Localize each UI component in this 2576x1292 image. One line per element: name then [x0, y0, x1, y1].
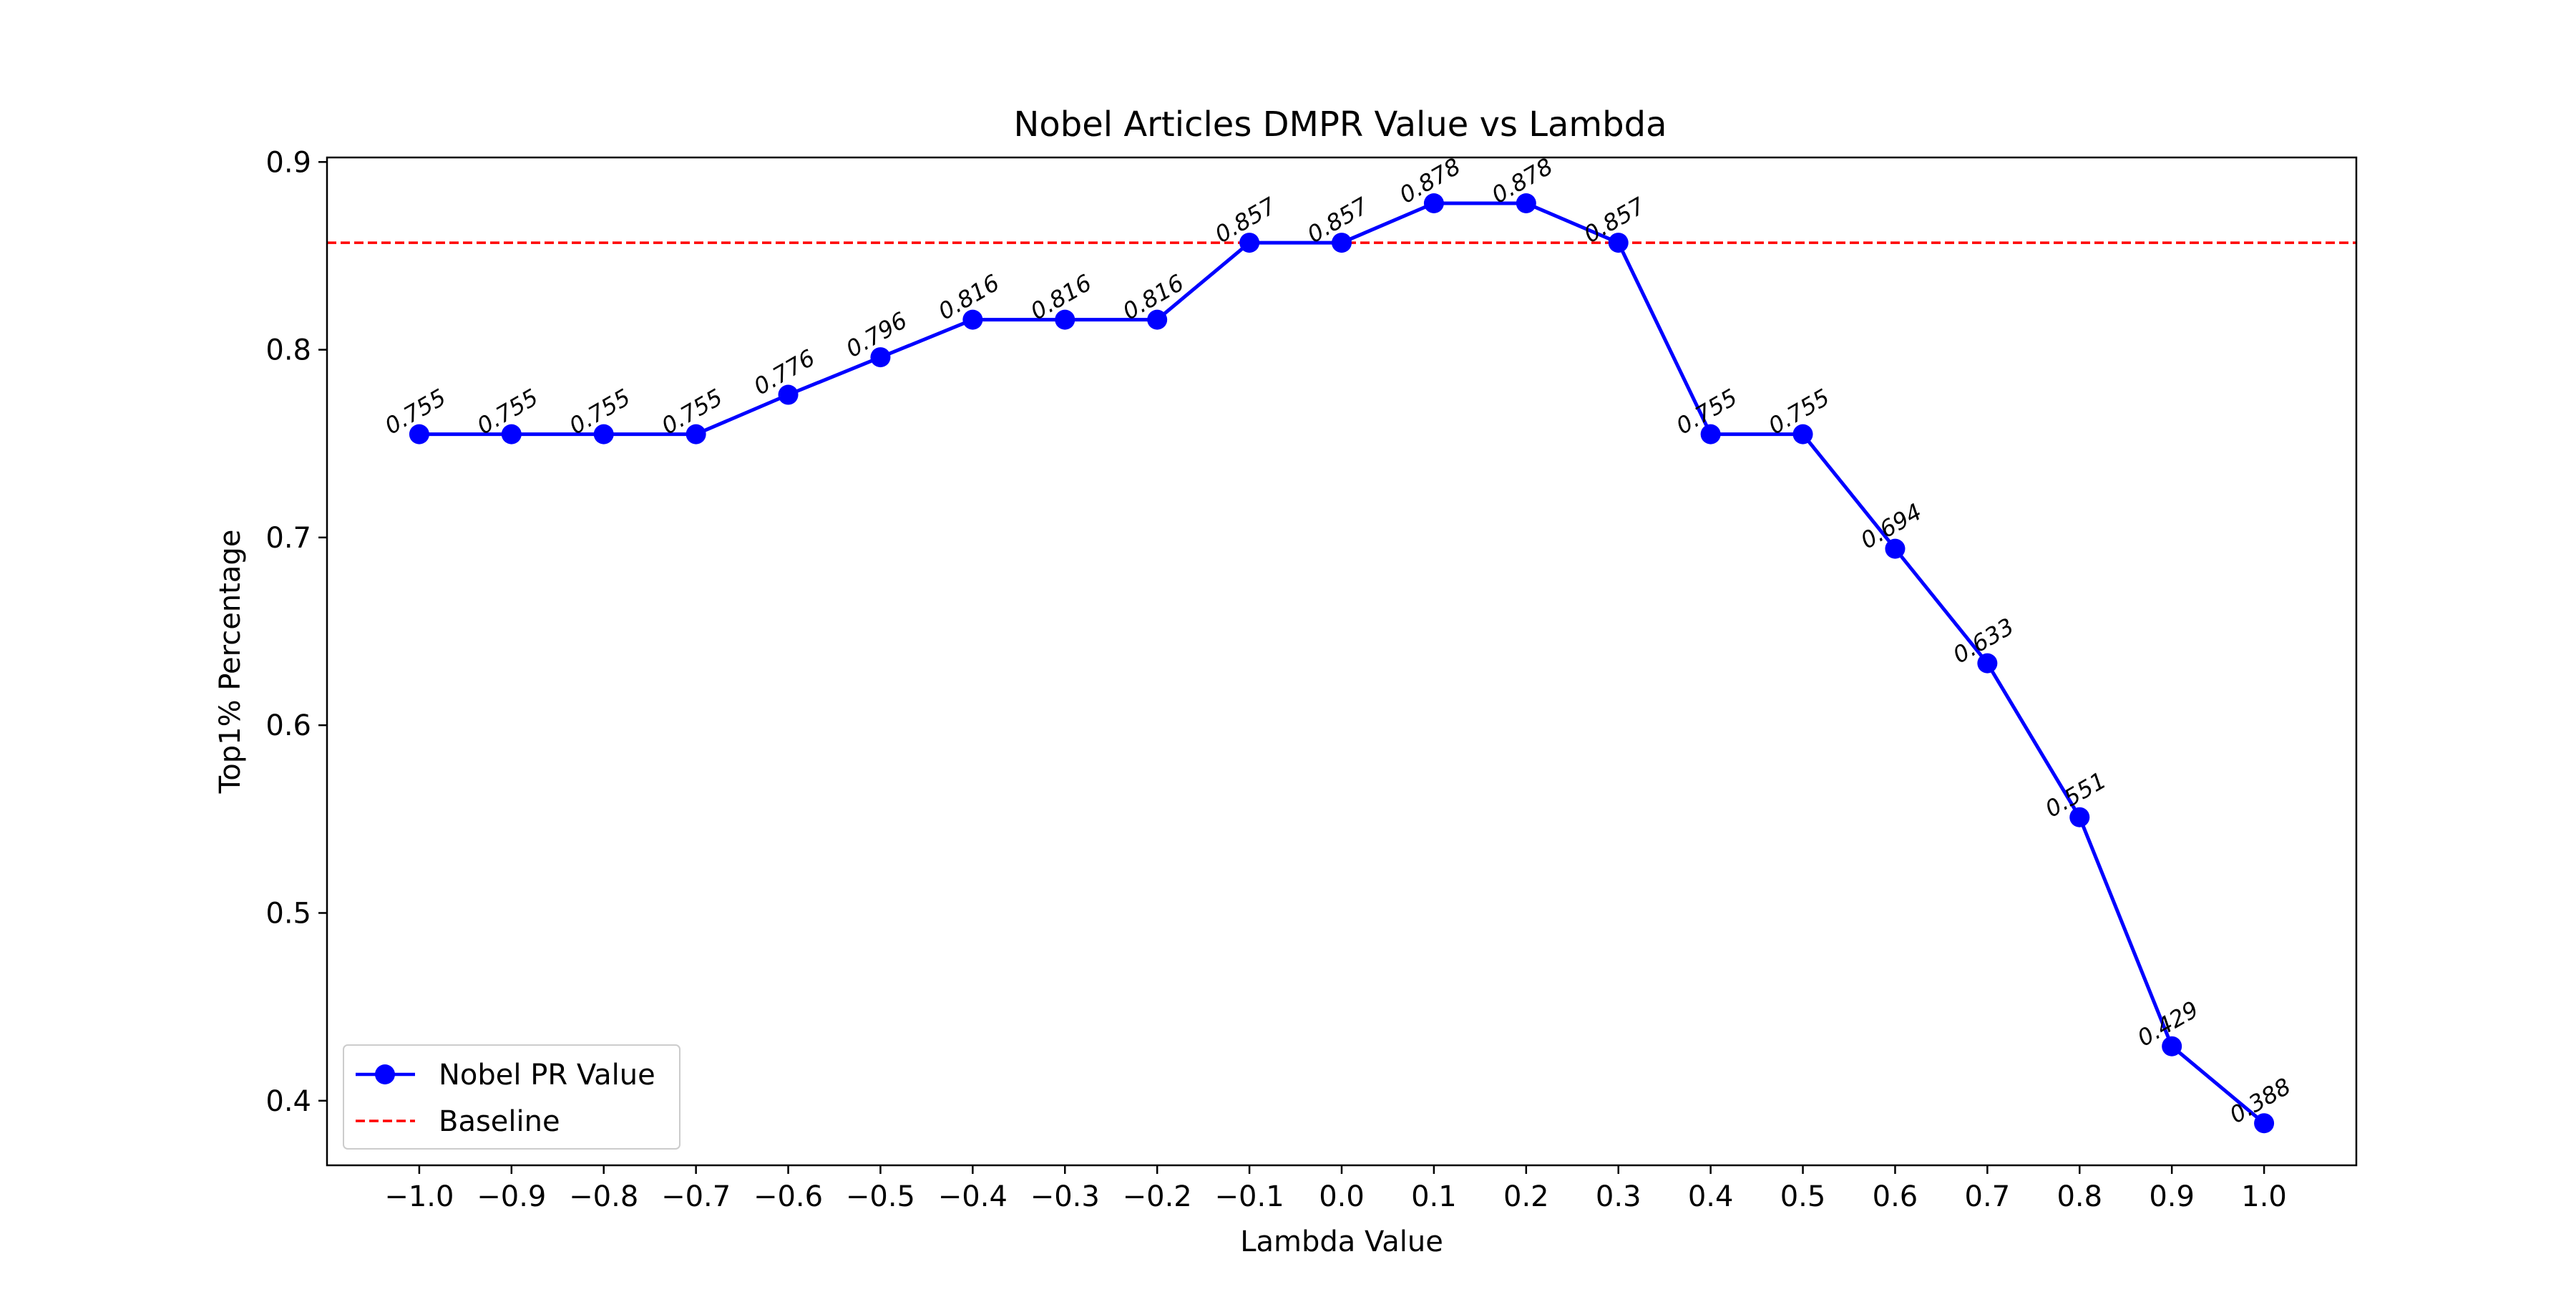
x-tick-label: 0.7 [1965, 1180, 2011, 1213]
legend-label-baseline: Baseline [439, 1105, 560, 1138]
data-point [962, 309, 983, 330]
x-tick-label: 0.9 [2149, 1180, 2195, 1213]
data-point [778, 384, 799, 405]
data-point [1055, 309, 1075, 330]
data-point [1516, 193, 1536, 213]
x-tick-label: 0.1 [1411, 1180, 1457, 1213]
x-axis: −1.0 −0.9 −0.8 −0.7 −0.6 −0.5 −0.4 −0.3 −0.2 −0.1… [384, 1165, 2287, 1213]
data-point [1332, 233, 1352, 253]
x-tick-label: 0.4 [1688, 1180, 1734, 1213]
x-tick-label: −0.8 [569, 1180, 638, 1213]
data-point [870, 347, 891, 368]
x-tick-label: −0.5 [846, 1180, 915, 1213]
x-tick-label: −0.7 [661, 1180, 731, 1213]
data-point [593, 424, 614, 445]
x-tick-label: 0.3 [1596, 1180, 1641, 1213]
data-point [1792, 424, 1813, 445]
x-tick-label: −0.2 [1123, 1180, 1192, 1213]
data-point [2162, 1036, 2182, 1057]
x-tick-label: 0.2 [1503, 1180, 1549, 1213]
data-point [1423, 193, 1444, 213]
y-axis: 0.4 0.5 0.6 0.7 0.8 0.9 [265, 146, 327, 1118]
x-tick-label: −0.6 [753, 1180, 823, 1213]
legend-box [343, 1044, 680, 1150]
x-tick-label: 0.8 [2057, 1180, 2102, 1213]
y-axis-label: Top1% Percentage [214, 530, 247, 795]
x-tick-label: −1.0 [384, 1180, 454, 1213]
x-tick-label: −0.3 [1030, 1180, 1100, 1213]
y-tick-label: 0.7 [265, 522, 311, 555]
chart-title: Nobel Articles DMPR Value vs Lambda [1013, 105, 1667, 145]
x-tick-label: 0.6 [1873, 1180, 1918, 1213]
data-point [1977, 653, 1998, 674]
y-tick-label: 0.6 [265, 709, 311, 742]
data-point [2254, 1113, 2275, 1134]
x-axis-label: Lambda Value [1240, 1225, 1443, 1258]
data-point [686, 424, 706, 445]
data-point [1700, 424, 1721, 445]
x-tick-label: −0.1 [1215, 1180, 1284, 1213]
data-point [2069, 807, 2090, 827]
x-tick-label: 0.0 [1319, 1180, 1365, 1213]
x-tick-label: 1.0 [2241, 1180, 2287, 1213]
data-point [501, 424, 522, 445]
legend-marker-nobel-pr [375, 1064, 395, 1084]
legend-label-nobel-pr: Nobel PR Value [439, 1059, 655, 1092]
x-tick-label: −0.9 [477, 1180, 546, 1213]
data-point [1147, 309, 1168, 330]
y-tick-label: 0.9 [265, 146, 311, 179]
data-point [409, 424, 429, 445]
y-tick-label: 0.8 [265, 334, 311, 367]
y-tick-label: 0.5 [265, 897, 311, 930]
legend: Nobel PR Value Baseline [343, 1044, 680, 1150]
data-point [1239, 233, 1260, 253]
x-tick-label: −0.4 [938, 1180, 1008, 1213]
y-tick-label: 0.4 [265, 1085, 311, 1118]
data-point [1885, 538, 1906, 559]
x-tick-label: 0.5 [1780, 1180, 1826, 1213]
data-point [1608, 233, 1629, 253]
